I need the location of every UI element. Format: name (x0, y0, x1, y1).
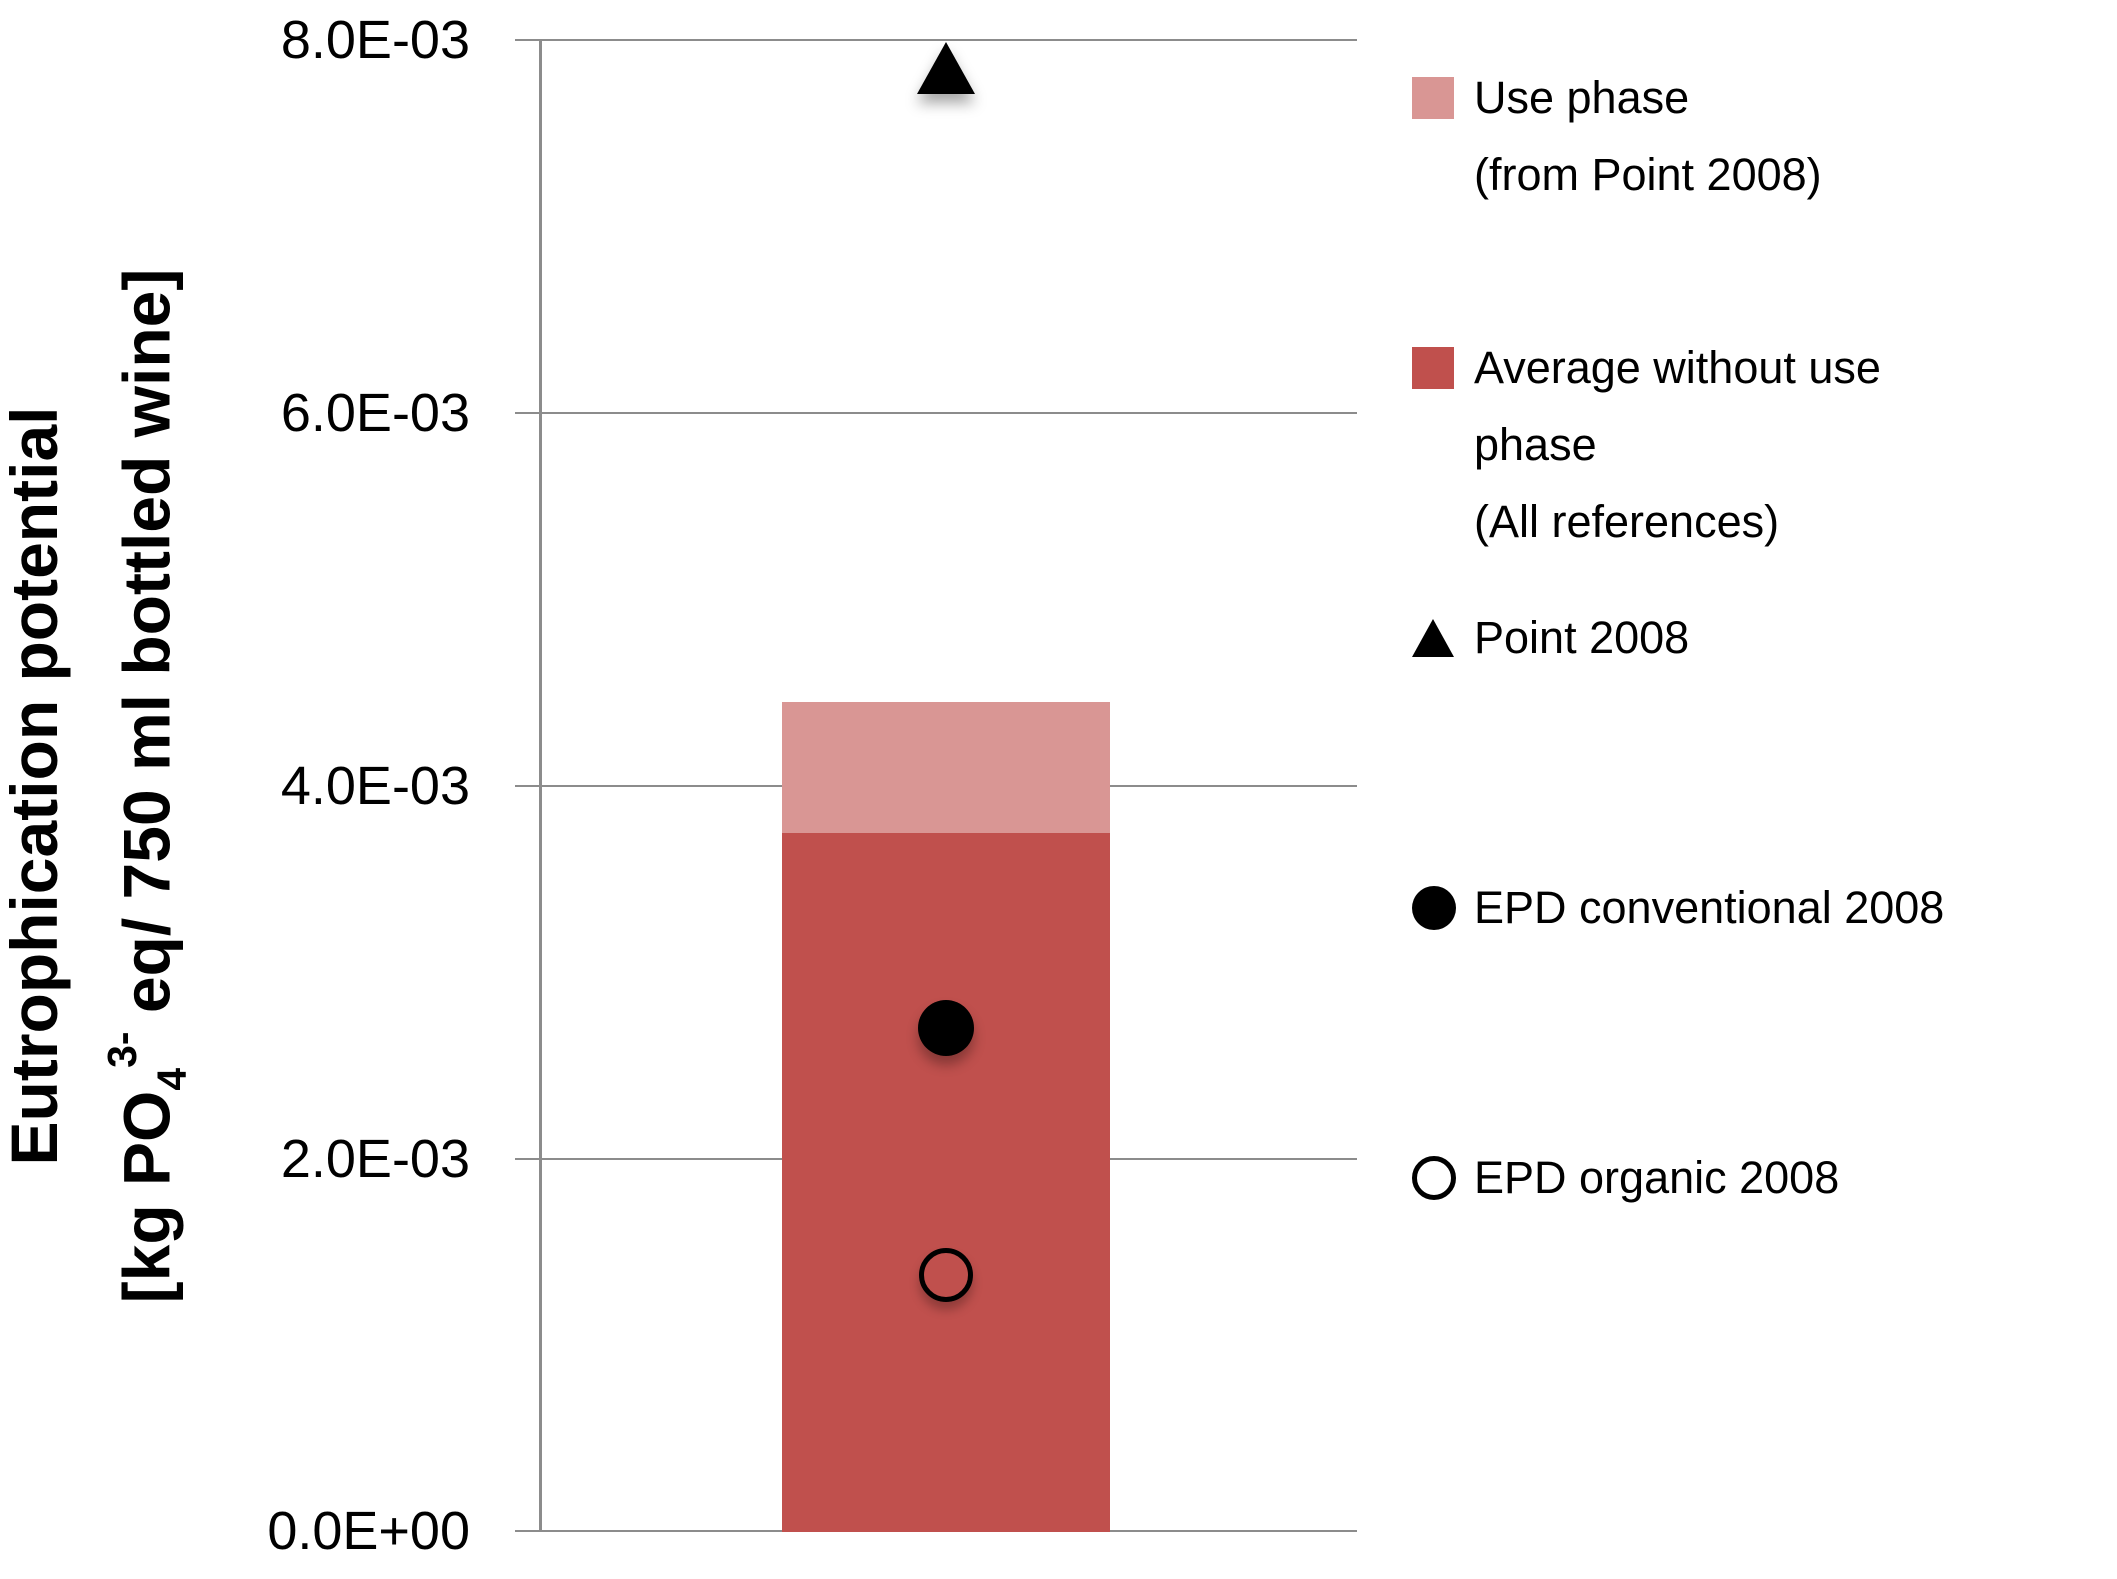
legend-line: EPD organic 2008 (1474, 1152, 1840, 1203)
y-axis-tick (515, 1530, 540, 1532)
y-tick-label-6e-03: 6.0E-03 (280, 383, 470, 443)
y-axis-tick (515, 412, 540, 414)
legend-line: (from Point 2008) (1474, 149, 1822, 200)
y-tick-label-2e-03: 2.0E-03 (280, 1129, 470, 1189)
filled-circle-marker-icon (1412, 869, 1474, 946)
average-swatch-icon (1412, 329, 1474, 406)
gridline (540, 39, 1357, 41)
legend-item-point-2008: Point 2008 (1412, 599, 1689, 676)
y-tick-label-0e-00: 0.0E+00 (267, 1501, 470, 1561)
epd-conventional-circle-marker (918, 1000, 974, 1056)
y-axis-tick (515, 785, 540, 787)
y-axis-title: Eutrophication potential [kg PO43- eq/ 7… (0, 0, 194, 1576)
legend-line: phase (1474, 419, 1597, 470)
bar-average-without-use-phase (782, 833, 1110, 1532)
legend-label: Average without use phase (All reference… (1474, 329, 1881, 560)
legend-label: Point 2008 (1474, 599, 1689, 676)
legend-line: Average without use (1474, 342, 1881, 393)
y-axis-line (539, 39, 542, 1532)
y-tick-label-8e-03: 8.0E-03 (280, 10, 470, 70)
legend-line: Use phase (1474, 72, 1690, 123)
triangle-marker-icon (1412, 599, 1474, 676)
point-2008-triangle-marker (917, 42, 975, 94)
legend-label: EPD conventional 2008 (1474, 869, 1944, 946)
y-axis-tick (515, 1158, 540, 1160)
unit-superscript: 3- (99, 1031, 145, 1068)
y-tick-label-4e-03: 4.0E-03 (280, 756, 470, 816)
use-phase-swatch-icon (1412, 59, 1474, 136)
legend-item-epd-organic: EPD organic 2008 (1412, 1139, 1839, 1216)
y-axis-title-line1: Eutrophication potential (0, 406, 71, 1166)
legend-label: Use phase (from Point 2008) (1474, 59, 1822, 213)
open-circle-marker-icon (1412, 1139, 1474, 1216)
legend-item-epd-conventional: EPD conventional 2008 (1412, 869, 1944, 946)
legend-label: EPD organic 2008 (1474, 1139, 1839, 1216)
y-axis-tick (515, 39, 540, 41)
bar-use-phase (782, 702, 1110, 833)
legend-line: (All references) (1474, 496, 1780, 547)
unit-subscript: 4 (148, 1067, 195, 1091)
legend-line: EPD conventional 2008 (1474, 882, 1945, 933)
legend-item-average-without-use-phase: Average without use phase (All reference… (1412, 329, 1881, 560)
gridline (540, 412, 1357, 414)
epd-organic-circle-marker (919, 1248, 973, 1302)
legend-line: Point 2008 (1474, 612, 1690, 663)
legend-item-use-phase: Use phase (from Point 2008) (1412, 59, 1822, 213)
